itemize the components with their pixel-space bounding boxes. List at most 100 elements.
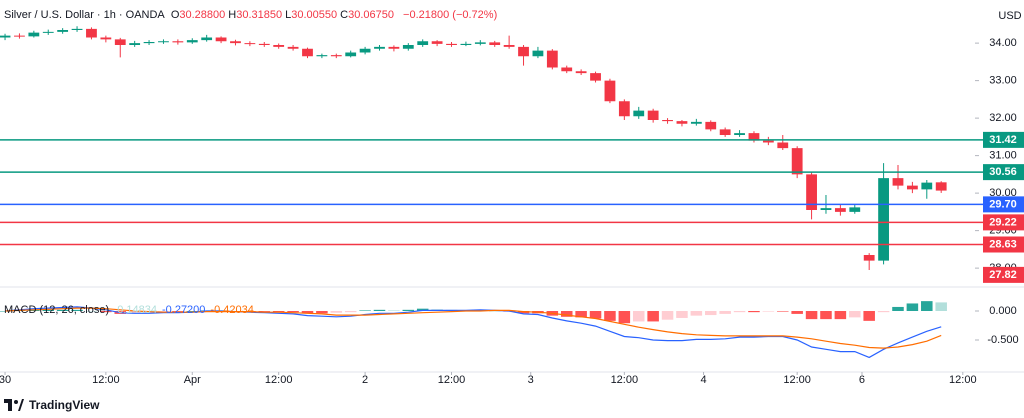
macd-histogram-bar [172,311,184,312]
level-label: 30.56 [989,166,1017,178]
x-tick-label: Apr [184,374,201,386]
macd-histogram-bar [42,309,55,312]
candle-body [834,208,846,212]
candle-body [719,129,731,135]
level-badge [983,236,1024,253]
macd-histogram-bar [935,302,947,312]
candle-body [762,140,774,143]
macd-histogram-bar [402,309,415,312]
ohlc-label: L [285,9,292,21]
level-badge [983,266,1024,283]
ohlc-value: 30.06750 [348,9,394,21]
x-tick-label: 30 [0,374,11,386]
y-tick-label: 34.00 [989,37,1017,49]
macd-histogram-bar [863,311,875,321]
candle-body [172,41,184,43]
ohlc-label: O [170,9,180,21]
ohlc-label: C [340,9,349,21]
macd-histogram-bar [589,311,602,319]
level-badge [983,196,1024,213]
candle-body [618,101,630,117]
macd-line [4,307,942,349]
macd-histogram-bar [877,311,890,313]
level-label: 29.70 [989,198,1017,210]
candle-body [906,185,918,190]
macd-histogram-bar [488,311,501,312]
macd-histogram-bar [805,311,818,320]
y-tick-label: 33.00 [989,75,1017,87]
y-tick-label: 32.00 [989,112,1017,124]
candle-body [86,28,97,38]
macd-histogram-bar [834,311,847,320]
macd-y-tick-label: 0.000 [989,305,1017,317]
candle-body [604,80,616,102]
candle-body [0,35,11,38]
level-label: 27.82 [989,269,1017,281]
macd-histogram-bar [748,311,760,313]
candle-body [460,43,472,45]
macd-histogram-bar [791,311,803,314]
candle-body [532,50,544,57]
candle-body [806,174,817,210]
candle-body [863,255,875,261]
x-tick-label: 12:00 [265,374,293,386]
level-badge [983,164,1024,181]
macd-histogram-bar [661,311,674,320]
candle-body [546,50,558,68]
candle-body [590,73,601,81]
level-label: 28.63 [989,238,1017,250]
macd-histogram-bar [906,303,919,312]
x-tick-label: 12:00 [949,374,977,386]
macd-histogram-bar [359,310,371,312]
candle-body [921,182,933,190]
candle-body [878,178,889,261]
currency: USD [998,10,1021,22]
candle-body [676,121,688,124]
macd-histogram-bar [777,311,789,312]
level-badge [983,214,1024,231]
macd-histogram-bar [56,309,69,312]
chart-title: Silver / U.S. Dollar · 1h · OANDA [4,9,165,21]
macd-histogram-bar [28,309,40,312]
x-tick-label: 12:00 [611,374,639,386]
macd-line [4,306,942,359]
candle-body [892,178,904,186]
candle-body [129,43,141,45]
candle-body [215,37,227,42]
candle-body [705,121,717,130]
macd-value: 0.14834 [117,304,157,316]
macd-histogram-bar [85,311,98,312]
macd-histogram-bar [676,311,688,318]
ohlc-value: 30.31850 [236,9,283,21]
candle-body [201,37,213,41]
macd-histogram-bar [287,311,299,313]
level-label: 31.42 [989,134,1017,146]
candle-body [388,46,400,49]
candle-body [244,43,256,45]
candle-body [57,30,69,32]
candle-body [561,67,573,72]
candle-body [14,35,25,37]
candle-body [302,48,313,57]
candle-body [28,32,40,37]
macd-histogram-bar [316,311,328,314]
macd-histogram-bar [647,311,659,322]
candle-body [287,46,299,49]
candle-body [186,40,198,43]
macd-histogram-bar [618,311,631,324]
macd-histogram-bar [373,309,386,312]
candle-body [230,41,241,44]
macd-histogram-bar [272,311,285,313]
macd-histogram-bar [719,311,731,314]
brand-logo [4,399,24,411]
macd-histogram-bar [921,301,933,312]
ohlc-label: H [228,9,237,21]
macd-y-tick-label: -0.500 [987,334,1018,346]
candle-body [258,43,270,45]
macd-histogram-bar [560,311,573,317]
macd-histogram-bar [733,311,746,313]
macd-histogram-bar [604,311,616,321]
candle-body [633,110,645,117]
macd-histogram-bar [849,311,861,318]
